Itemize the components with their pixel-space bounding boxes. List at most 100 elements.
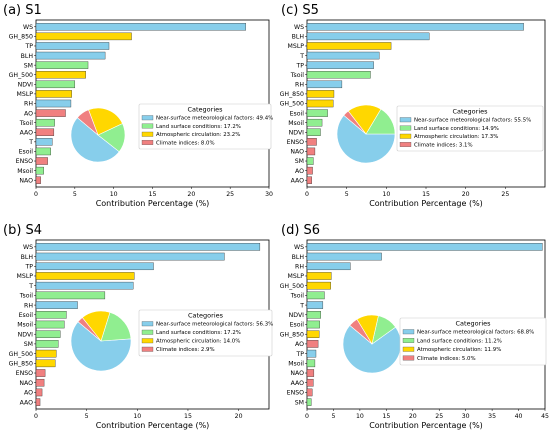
legend-item: Land surface conditions: 17.2%: [156, 124, 241, 130]
legend-item: Climate indices: 2.9%: [156, 347, 215, 353]
x-tick-label: 45: [541, 413, 549, 420]
x-tick-label: 15: [184, 413, 192, 420]
x-tick-label: 20: [409, 413, 417, 420]
legend-item: Near-surface meteorological factors: 56.…: [156, 322, 273, 328]
y-tick-label: SM: [295, 399, 304, 406]
bar: [35, 51, 106, 60]
bar: [306, 138, 317, 146]
bar: [35, 32, 132, 41]
x-axis-label: Contribution Percentage (%): [96, 421, 210, 430]
pie-slice: [336, 114, 396, 164]
y-tick-label: Msoil: [17, 168, 33, 175]
x-tick-label: 0: [34, 191, 38, 198]
bar: [306, 320, 320, 329]
bar: [35, 301, 78, 309]
legend-item: Climate indices: 5.0%: [417, 356, 476, 362]
y-tick-label: AAO: [20, 129, 34, 136]
y-tick-label: GH_500: [280, 101, 304, 108]
bar: [306, 378, 314, 387]
x-tick-label: 25: [435, 413, 443, 420]
y-tick-label: AAO: [291, 380, 305, 387]
legend-box: [138, 103, 272, 150]
pie-slice: [343, 110, 367, 135]
y-tick-label: NAO: [290, 370, 304, 377]
x-tick-label: 20: [235, 413, 243, 420]
legend-title: Categories: [187, 106, 223, 114]
y-tick-label: ENSO: [16, 370, 33, 377]
legend-title: Categories: [455, 320, 491, 328]
x-tick-label: 25: [501, 191, 509, 198]
bar: [35, 349, 57, 358]
bar: [35, 80, 76, 89]
bar: [306, 388, 313, 397]
bar: [306, 243, 543, 251]
y-tick-label: Esoil: [290, 322, 305, 329]
bar: [306, 71, 371, 79]
y-tick-label: AO: [295, 168, 304, 175]
bar: [35, 378, 45, 387]
y-tick-label: Tsoil: [19, 120, 33, 127]
y-tick-label: Tsoil: [290, 293, 304, 300]
pie-slice: [70, 321, 132, 372]
bar: [35, 330, 61, 338]
y-tick-label: ENSO: [16, 158, 33, 165]
bar: [306, 147, 316, 156]
y-tick-label: RH: [24, 101, 33, 108]
pie-slice: [77, 317, 102, 342]
x-tick-label: 15: [422, 191, 430, 198]
legend-item: Near-surface meteorological factors: 49.…: [156, 116, 273, 122]
y-tick-label: RH: [295, 82, 304, 89]
legend-box: [138, 309, 273, 357]
y-tick-label: TP: [295, 351, 304, 358]
bar: [306, 32, 430, 41]
chart-panel: (c) S5 WS BLH MSLP T TP Tsoil RH GH_850 GH_500 Eso…: [280, 3, 546, 208]
legend-swatch: [402, 329, 415, 335]
bar: [35, 252, 225, 261]
bar: [35, 262, 154, 271]
bar: [306, 359, 316, 368]
y-tick-label: GH_850: [9, 34, 33, 41]
bar: [306, 281, 331, 290]
legend-item: Atmospheric circulation: 11.9%: [417, 347, 501, 353]
y-tick-label: BLH: [292, 254, 305, 261]
y-tick-label: T: [299, 302, 304, 309]
y-tick-label: NAO: [19, 177, 33, 184]
legend-item: Land surface conditions: 14.9%: [414, 126, 499, 132]
bar: [306, 272, 332, 280]
bar: [35, 147, 51, 156]
bar: [306, 61, 374, 69]
bar: [306, 301, 324, 309]
y-tick-label: T: [28, 139, 33, 146]
bar: [35, 157, 48, 165]
bar: [35, 388, 43, 397]
legend-box: [396, 105, 544, 152]
x-tick-label: 5: [85, 413, 89, 420]
x-tick-label: 35: [488, 413, 496, 420]
bar: [306, 262, 351, 271]
chart-title: (a) S1: [3, 3, 42, 18]
pie-slice: [76, 109, 99, 136]
legend-swatch: [399, 133, 412, 139]
bar: [35, 90, 72, 98]
chart-panel: (d) S6 WS BLH RH MSLP GH_500 Tsoil T NDVI Esoil GH…: [280, 223, 549, 430]
x-axis-label: Contribution Percentage (%): [369, 199, 483, 208]
y-tick-label: Esoil: [290, 110, 305, 117]
legend: Categories Near-surface meteorological fa…: [138, 309, 273, 357]
y-tick-label: Msoil: [17, 322, 33, 329]
x-tick-label: 10: [356, 413, 364, 420]
y-tick-label: RH: [24, 302, 33, 309]
chart-panel: (b) S4 WS BLH TP MSLP T Tsoil RH Esoil Msoil NDVI S…: [3, 223, 273, 430]
x-tick-label: 0: [34, 413, 38, 420]
bar: [35, 42, 110, 50]
bar: [306, 311, 321, 319]
legend-swatch: [402, 355, 415, 361]
bar: [306, 157, 314, 165]
bar: [35, 281, 134, 290]
bar: [35, 166, 44, 175]
y-tick-label: MSLP: [288, 273, 305, 280]
x-tick-label: 30: [265, 191, 273, 198]
y-tick-label: AAO: [291, 177, 305, 184]
bar: [306, 369, 315, 377]
legend-swatch: [141, 338, 154, 344]
y-tick-label: GH_500: [280, 283, 304, 290]
